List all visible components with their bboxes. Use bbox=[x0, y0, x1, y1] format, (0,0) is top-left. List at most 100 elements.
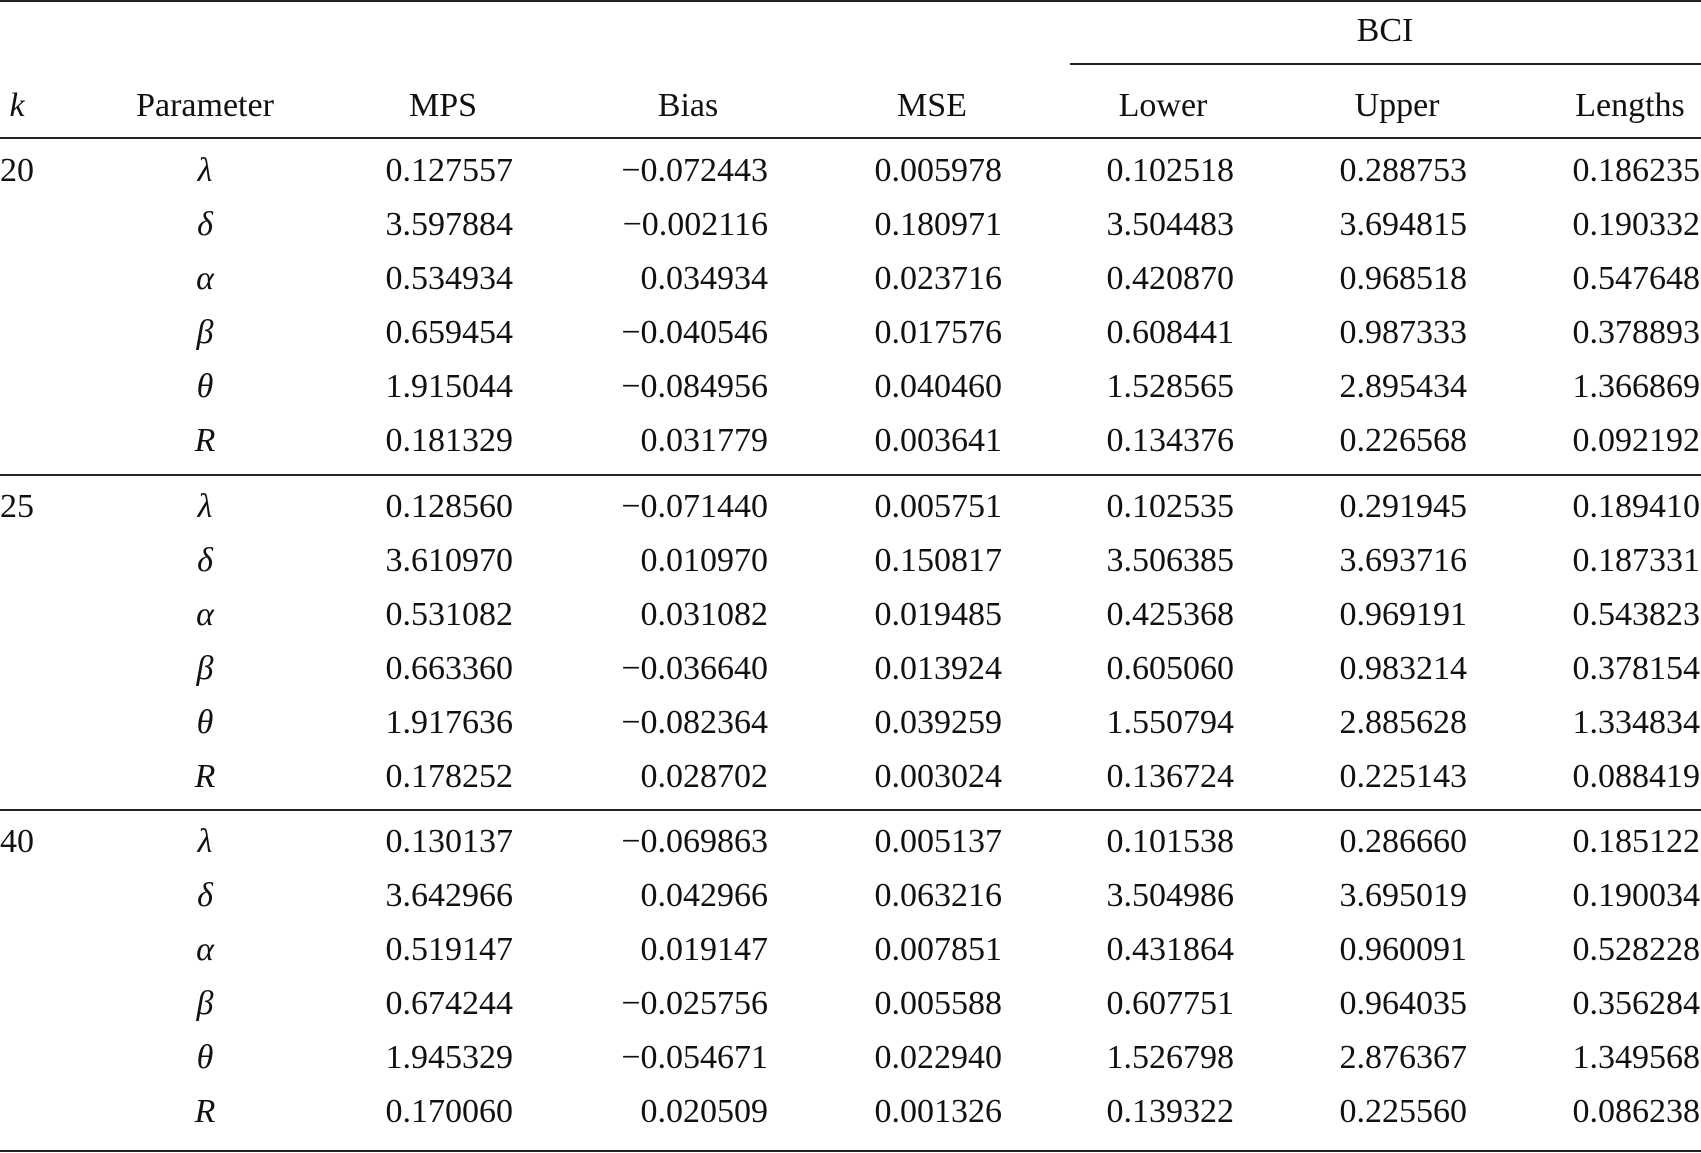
cell-mps: 0.519147 bbox=[385, 931, 514, 968]
cell-mps: 0.663360 bbox=[385, 650, 514, 687]
parameter-symbol: R bbox=[194, 422, 216, 459]
cell-lengths: 0.185122 bbox=[1572, 823, 1701, 860]
cell-mse: 0.022940 bbox=[874, 1039, 1003, 1076]
cell-upper: 0.226568 bbox=[1339, 422, 1468, 459]
bottom-rule bbox=[0, 1150, 1701, 1152]
cell-lengths: 1.334834 bbox=[1572, 704, 1701, 741]
parameter-symbol: δ bbox=[197, 877, 213, 914]
cell-lengths: 0.189410 bbox=[1572, 488, 1701, 525]
parameter-symbol: λ bbox=[197, 152, 213, 189]
cell-upper: 2.895434 bbox=[1339, 368, 1468, 405]
cell-mse: 0.007851 bbox=[874, 931, 1003, 968]
cell-lengths: 0.190034 bbox=[1572, 877, 1701, 914]
cell-mse: 0.005137 bbox=[874, 823, 1003, 860]
cell-lower: 3.504986 bbox=[1106, 877, 1235, 914]
cell-mps: 0.531082 bbox=[385, 596, 514, 633]
cell-lower: 0.136724 bbox=[1106, 758, 1235, 795]
parameter-symbol: θ bbox=[196, 368, 214, 405]
parameter-symbol: θ bbox=[196, 704, 214, 741]
cell-lengths: 0.086238 bbox=[1572, 1093, 1701, 1130]
column-header-mse: MSE bbox=[897, 87, 967, 124]
cell-mse: 0.019485 bbox=[874, 596, 1003, 633]
cell-bias: 0.034934 bbox=[640, 260, 769, 297]
cell-mps: 0.659454 bbox=[385, 314, 514, 351]
parameter-symbol: θ bbox=[196, 1039, 214, 1076]
cell-lengths: 0.378154 bbox=[1572, 650, 1701, 687]
column-header-k: k bbox=[9, 87, 25, 124]
cell-lower: 1.550794 bbox=[1106, 704, 1235, 741]
cell-mse: 0.017576 bbox=[874, 314, 1003, 351]
group-k-value: 20 bbox=[0, 152, 34, 189]
cell-upper: 0.225143 bbox=[1339, 758, 1468, 795]
top-rule bbox=[0, 0, 1701, 2]
group-separator-rule bbox=[0, 474, 1701, 476]
cell-mse: 0.001326 bbox=[874, 1093, 1003, 1130]
column-header-bias: Bias bbox=[657, 87, 719, 124]
cell-upper: 0.286660 bbox=[1339, 823, 1468, 860]
cell-lower: 0.102518 bbox=[1106, 152, 1235, 189]
cell-lower: 1.526798 bbox=[1106, 1039, 1235, 1076]
cell-lower: 0.425368 bbox=[1106, 596, 1235, 633]
cell-bias: −0.069863 bbox=[621, 823, 768, 860]
column-header-lower: Lower bbox=[1118, 87, 1208, 124]
cell-mse: 0.003641 bbox=[874, 422, 1003, 459]
cell-lengths: 0.088419 bbox=[1572, 758, 1701, 795]
cell-lower: 1.528565 bbox=[1106, 368, 1235, 405]
cell-mps: 1.917636 bbox=[385, 704, 514, 741]
cell-bias: −0.036640 bbox=[621, 650, 768, 687]
cell-upper: 3.694815 bbox=[1339, 206, 1468, 243]
cell-bias: 0.031779 bbox=[640, 422, 769, 459]
column-header-lengths: Lengths bbox=[1575, 87, 1685, 124]
group-k-value: 40 bbox=[0, 823, 34, 860]
parameter-symbol: R bbox=[194, 758, 216, 795]
cell-upper: 2.885628 bbox=[1339, 704, 1468, 741]
cell-bias: −0.025756 bbox=[621, 985, 768, 1022]
cell-upper: 0.288753 bbox=[1339, 152, 1468, 189]
column-header-mps: MPS bbox=[408, 87, 478, 124]
parameter-symbol: δ bbox=[197, 542, 213, 579]
cell-lengths: 1.366869 bbox=[1572, 368, 1701, 405]
cell-upper: 0.983214 bbox=[1339, 650, 1468, 687]
cell-lower: 0.605060 bbox=[1106, 650, 1235, 687]
column-header-parameter: Parameter bbox=[136, 87, 274, 124]
bci-group-header: BCI bbox=[1356, 12, 1414, 49]
parameter-symbol: R bbox=[194, 1093, 216, 1130]
cell-mse: 0.150817 bbox=[874, 542, 1003, 579]
cell-mse: 0.005751 bbox=[874, 488, 1003, 525]
parameter-symbol: α bbox=[196, 260, 214, 297]
parameter-symbol: δ bbox=[197, 206, 213, 243]
cell-bias: 0.042966 bbox=[640, 877, 769, 914]
cell-lower: 0.102535 bbox=[1106, 488, 1235, 525]
cell-lower: 0.607751 bbox=[1106, 985, 1235, 1022]
parameter-symbol: λ bbox=[197, 488, 213, 525]
cell-lengths: 0.187331 bbox=[1572, 542, 1701, 579]
cell-lengths: 0.092192 bbox=[1572, 422, 1701, 459]
parameter-symbol: α bbox=[196, 931, 214, 968]
cell-lower: 3.506385 bbox=[1106, 542, 1235, 579]
header-rule bbox=[0, 137, 1701, 139]
cell-bias: −0.084956 bbox=[621, 368, 768, 405]
cell-mps: 3.610970 bbox=[385, 542, 514, 579]
cell-mps: 1.915044 bbox=[385, 368, 514, 405]
cell-mse: 0.180971 bbox=[874, 206, 1003, 243]
cell-mse: 0.005588 bbox=[874, 985, 1003, 1022]
cell-upper: 2.876367 bbox=[1339, 1039, 1468, 1076]
cell-mse: 0.040460 bbox=[874, 368, 1003, 405]
cell-lengths: 0.547648 bbox=[1572, 260, 1701, 297]
parameter-symbol: β bbox=[196, 650, 214, 687]
cell-mse: 0.023716 bbox=[874, 260, 1003, 297]
cell-upper: 0.968518 bbox=[1339, 260, 1468, 297]
cell-mps: 3.597884 bbox=[385, 206, 514, 243]
cell-bias: −0.002116 bbox=[622, 206, 768, 243]
bci-group-rule bbox=[1070, 63, 1701, 65]
cell-upper: 3.695019 bbox=[1339, 877, 1468, 914]
cell-mse: 0.013924 bbox=[874, 650, 1003, 687]
cell-mse: 0.039259 bbox=[874, 704, 1003, 741]
cell-upper: 0.964035 bbox=[1339, 985, 1468, 1022]
cell-bias: −0.082364 bbox=[621, 704, 768, 741]
cell-mps: 3.642966 bbox=[385, 877, 514, 914]
cell-lower: 0.608441 bbox=[1106, 314, 1235, 351]
group-k-value: 25 bbox=[0, 488, 34, 525]
cell-bias: −0.072443 bbox=[621, 152, 768, 189]
cell-upper: 0.291945 bbox=[1339, 488, 1468, 525]
